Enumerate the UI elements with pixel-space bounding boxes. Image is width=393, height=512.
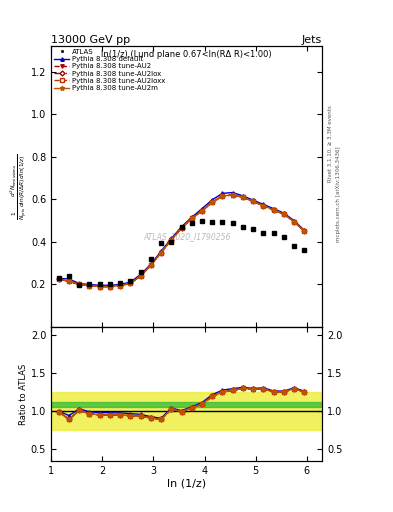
Legend: ATLAS, Pythia 8.308 default, Pythia 8.308 tune-AU2, Pythia 8.308 tune-AU2lox, Py: ATLAS, Pythia 8.308 default, Pythia 8.30… xyxy=(53,48,166,92)
Y-axis label: Ratio to ATLAS: Ratio to ATLAS xyxy=(19,364,28,424)
Text: Jets: Jets xyxy=(302,35,322,45)
Text: ln(1/z) (Lund plane 0.67<ln(RΔ R)<1.00): ln(1/z) (Lund plane 0.67<ln(RΔ R)<1.00) xyxy=(101,50,272,59)
Y-axis label: $\frac{1}{N_\mathrm{jets}}\frac{d^2 N_\mathrm{emissions}}{d\ln(R/\Delta R)\,d\ln: $\frac{1}{N_\mathrm{jets}}\frac{d^2 N_\m… xyxy=(9,154,29,220)
Text: ATLAS_2020_I1790256: ATLAS_2020_I1790256 xyxy=(143,232,230,242)
X-axis label: ln (1/z): ln (1/z) xyxy=(167,478,206,488)
Text: 13000 GeV pp: 13000 GeV pp xyxy=(51,35,130,45)
Text: mcplots.cern.ch [arXiv:1306.3436]: mcplots.cern.ch [arXiv:1306.3436] xyxy=(336,147,341,242)
Text: Rivet 3.1.10, ≥ 3.3M events: Rivet 3.1.10, ≥ 3.3M events xyxy=(328,105,333,182)
